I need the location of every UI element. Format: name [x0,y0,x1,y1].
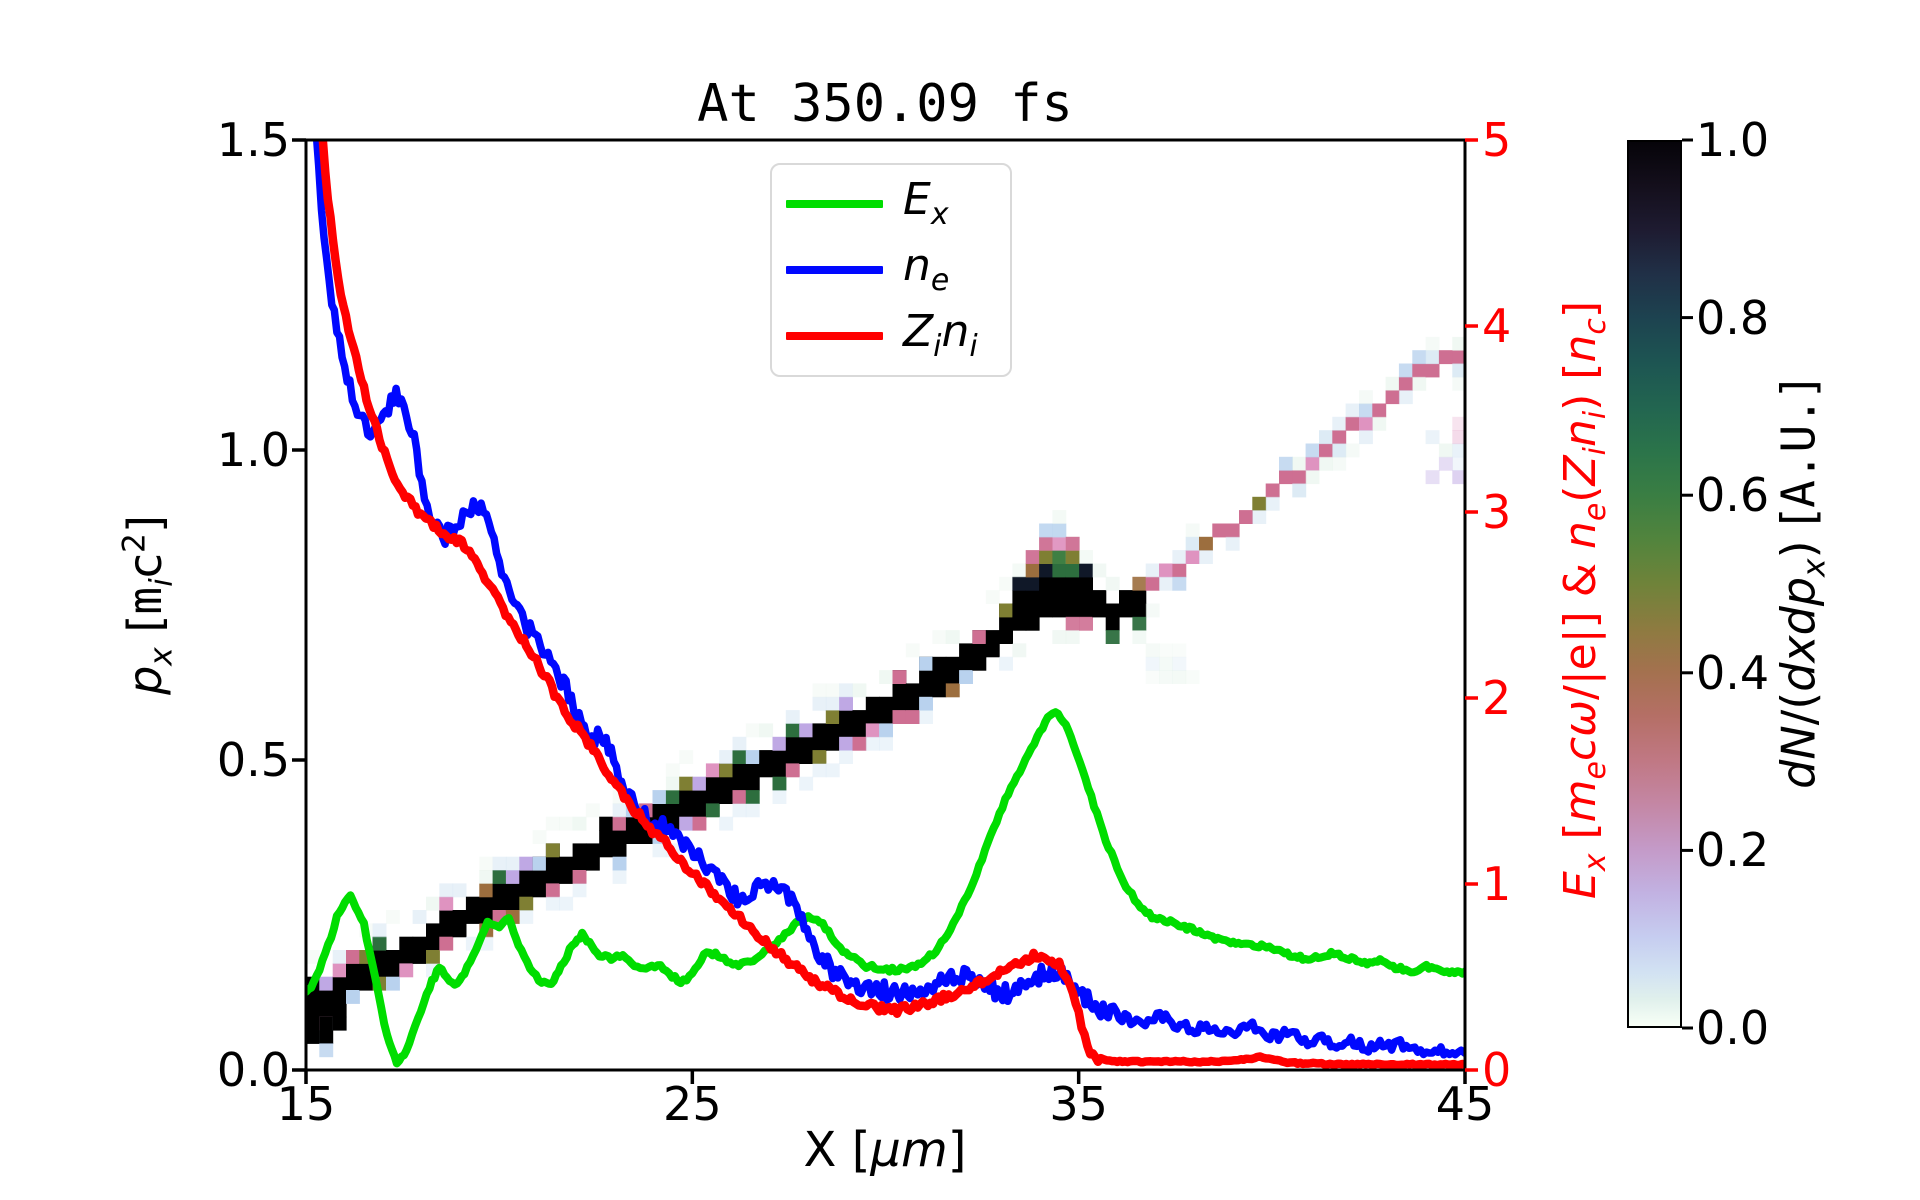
x-tick-label: 45 [1435,1077,1495,1131]
legend-label: Zini [903,306,978,364]
plot-title: At 350.09 fs [697,74,1073,134]
legend-line-swatch [786,200,883,208]
colorbar-tick-label: 1.0 [1696,113,1770,167]
y-left-tick-label: 1.0 [216,423,290,477]
y-right-tick-label: 5 [1482,113,1512,167]
colorbar-tick-label: 0.4 [1696,645,1770,700]
x-tick-label: 15 [276,1077,336,1131]
y-right-tick-label: 2 [1482,671,1512,725]
colorbar-tick-label: 0.8 [1696,290,1770,345]
y-left-tick-label: 0.0 [216,1043,290,1097]
y-right-tick-label: 4 [1482,299,1512,353]
curves [306,140,1465,1070]
series-Zini [318,140,1465,1070]
y-right-tick-label: 3 [1482,485,1512,539]
series-Ex [306,708,1465,1068]
y-left-tick-label: 1.5 [216,113,290,167]
x-tick-label: 25 [663,1077,722,1131]
colorbar-tick-label: 0.2 [1696,823,1770,878]
legend-item-Ex: Ex [772,178,1010,230]
x-axis-label: X [μm] [803,1122,967,1178]
y-axis-right-label: Ex [mecω/|e|] & ne(Zini) [nc] [1555,301,1613,899]
y-left-tick-label: 0.5 [216,733,290,787]
legend-line-swatch [786,266,883,274]
y-right-tick-label: 1 [1482,857,1512,911]
legend-label: ne [903,240,950,298]
legend-item-Zini: Zini [772,310,1010,362]
y-axis-left-label: px [mic2] [116,515,180,695]
colorbar-tick-label: 0.6 [1696,468,1770,523]
series-ne [312,140,1465,1059]
legend-item-ne: ne [772,244,1010,296]
axes-frame [292,138,1693,1084]
legend-line-swatch [786,332,883,340]
colorbar-tick-label: 0.0 [1696,1001,1770,1055]
x-tick-label: 35 [1049,1077,1108,1131]
colorbar [1627,140,1682,1028]
phase-space-heatmap [306,336,1465,1058]
y-right-tick-label: 0 [1482,1043,1512,1097]
legend: Ex ne Zini [770,163,1012,377]
legend-label: Ex [903,174,949,232]
colorbar-label: dN/(dxdpx) [A.U.] [1771,379,1833,789]
